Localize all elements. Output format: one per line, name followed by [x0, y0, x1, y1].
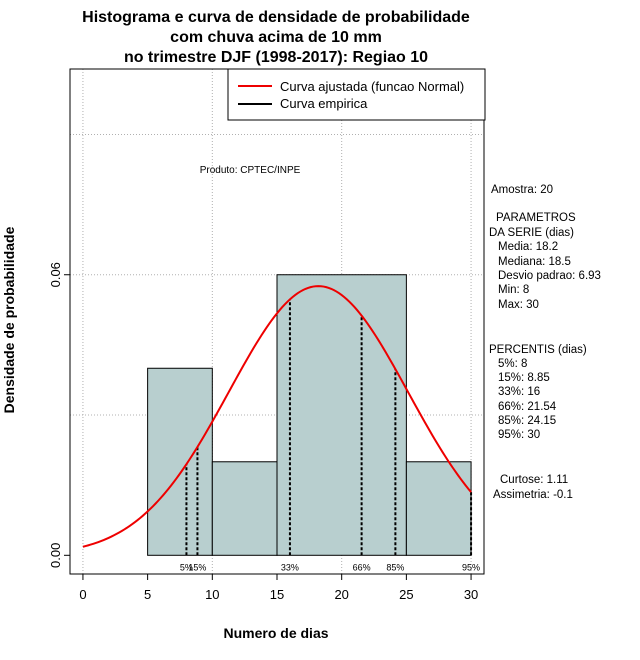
product-note: Produto: CPTEC/INPE [200, 165, 301, 176]
x-tick-label: 5 [144, 587, 151, 602]
sample-size: Amostra: 20 [491, 184, 553, 196]
histogram-bar [276, 274, 407, 556]
pct-85: 85%: 24.15 [498, 415, 556, 427]
stat-kurtosis: Curtose: 1.11 [500, 474, 568, 486]
histogram-bar [211, 461, 278, 556]
pct-15: 15%: 8.85 [498, 372, 550, 384]
legend-label-empirical: Curva empirica [280, 96, 368, 111]
pct-66: 66%: 21.54 [498, 401, 557, 413]
pct-33: 33%: 16 [498, 386, 540, 398]
percentile-label: 5% [180, 562, 193, 572]
histogram-bars [147, 274, 472, 556]
stat-sd: Desvio padrao: 6.93 [498, 270, 601, 282]
x-tick-label: 30 [464, 587, 478, 602]
percentile-label: 95% [462, 562, 480, 572]
percentile-label: 15% [188, 562, 206, 572]
y-axis-title: Densidade de probabilidade [1, 226, 17, 413]
x-tick-label: 25 [399, 587, 413, 602]
y-tick-label: 0.00 [48, 543, 63, 568]
stat-skewness: Assimetria: -0.1 [493, 489, 573, 501]
percentile-label: 33% [281, 562, 299, 572]
params-title-1: PARAMETROS [496, 212, 576, 224]
x-tick-label: 15 [270, 587, 284, 602]
stat-min: Min: 8 [498, 284, 529, 296]
chart-title-line-2: com chuva acima de 10 mm [170, 29, 382, 46]
x-axis-title: Numero de dias [223, 625, 328, 641]
histogram-bar [147, 367, 213, 556]
stat-mean: Media: 18.2 [498, 241, 558, 253]
percentile-label: 85% [386, 562, 404, 572]
legend: Curva ajustada (funcao Normal) Curva emp… [227, 68, 486, 121]
stat-max: Max: 30 [498, 299, 539, 311]
stat-median: Mediana: 18.5 [498, 256, 571, 268]
x-tick-label: 20 [334, 587, 348, 602]
y-tick-label: 0.06 [48, 262, 63, 287]
histogram-bar [405, 461, 472, 556]
percentile-label: 66% [353, 562, 371, 572]
fit-curve-group [82, 285, 472, 548]
percentile-lines: 5%15% 33% 66% 85% 95% [180, 299, 480, 572]
tick-labels: 0 5 10 15 20 25 30 0.00 0.06 [48, 262, 478, 602]
legend-label-fit: Curva ajustada (funcao Normal) [280, 79, 464, 94]
legend-box [227, 68, 486, 121]
x-tick-label: 0 [79, 587, 86, 602]
chart-title-line-3: no trimestre DJF (1998-2017): Regiao 10 [124, 49, 428, 66]
pct-5: 5%: 8 [498, 358, 527, 370]
fit-curve [82, 285, 472, 548]
pct-95: 95%: 30 [498, 429, 540, 441]
chart-title-line-1: Histograma e curva de densidade de proba… [82, 9, 470, 26]
pct-title: PERCENTIS (dias) [489, 344, 587, 356]
x-tick-label: 10 [205, 587, 219, 602]
stats-panel: Amostra: 20 PARAMETROS DA SERIE (dias) M… [489, 184, 601, 501]
params-title-2: DA SERIE (dias) [489, 227, 574, 239]
